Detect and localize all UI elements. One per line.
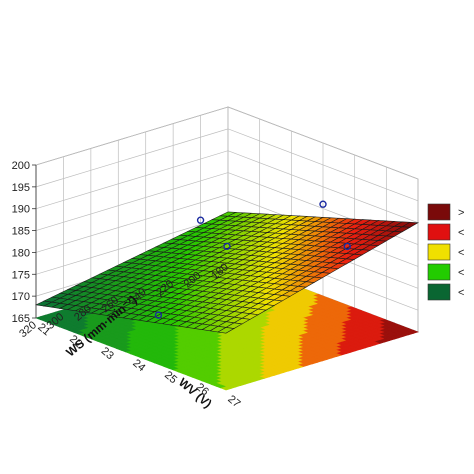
- z-tick-label: 200: [12, 160, 30, 172]
- legend-swatch: [427, 223, 451, 241]
- legend-label: <: [458, 267, 464, 279]
- design-point: [319, 200, 327, 208]
- design-point: [154, 311, 163, 319]
- z-tick-label: 195: [12, 182, 30, 194]
- wv-tick-label: 24: [130, 357, 147, 374]
- z-tick-label: 165: [12, 313, 30, 325]
- legend-swatch: [427, 243, 451, 261]
- floor-cell: [220, 386, 232, 391]
- z-tick-label: 190: [12, 204, 30, 216]
- wv-tick-label: 27: [225, 393, 242, 410]
- legend-swatch: [427, 203, 451, 221]
- wv-tick-label: 23: [99, 345, 116, 362]
- legend-label: <: [458, 227, 464, 239]
- legend-label: <: [458, 247, 464, 259]
- legend-label: >: [458, 207, 464, 219]
- legend: > < < < <: [427, 203, 464, 301]
- design-point: [343, 242, 352, 251]
- design-points: [154, 200, 352, 319]
- surface-cell: [217, 327, 235, 334]
- z-tick-label: 175: [12, 269, 30, 281]
- legend-swatch: [427, 263, 451, 281]
- response-surface: [34, 211, 420, 334]
- z-tick-label: 170: [12, 291, 30, 303]
- legend-label: <: [458, 287, 464, 299]
- design-point: [196, 216, 205, 224]
- design-point: [223, 242, 231, 251]
- legend-swatch: [427, 283, 451, 301]
- z-tick-label: 185: [12, 226, 30, 238]
- z-tick-label: 180: [12, 247, 30, 259]
